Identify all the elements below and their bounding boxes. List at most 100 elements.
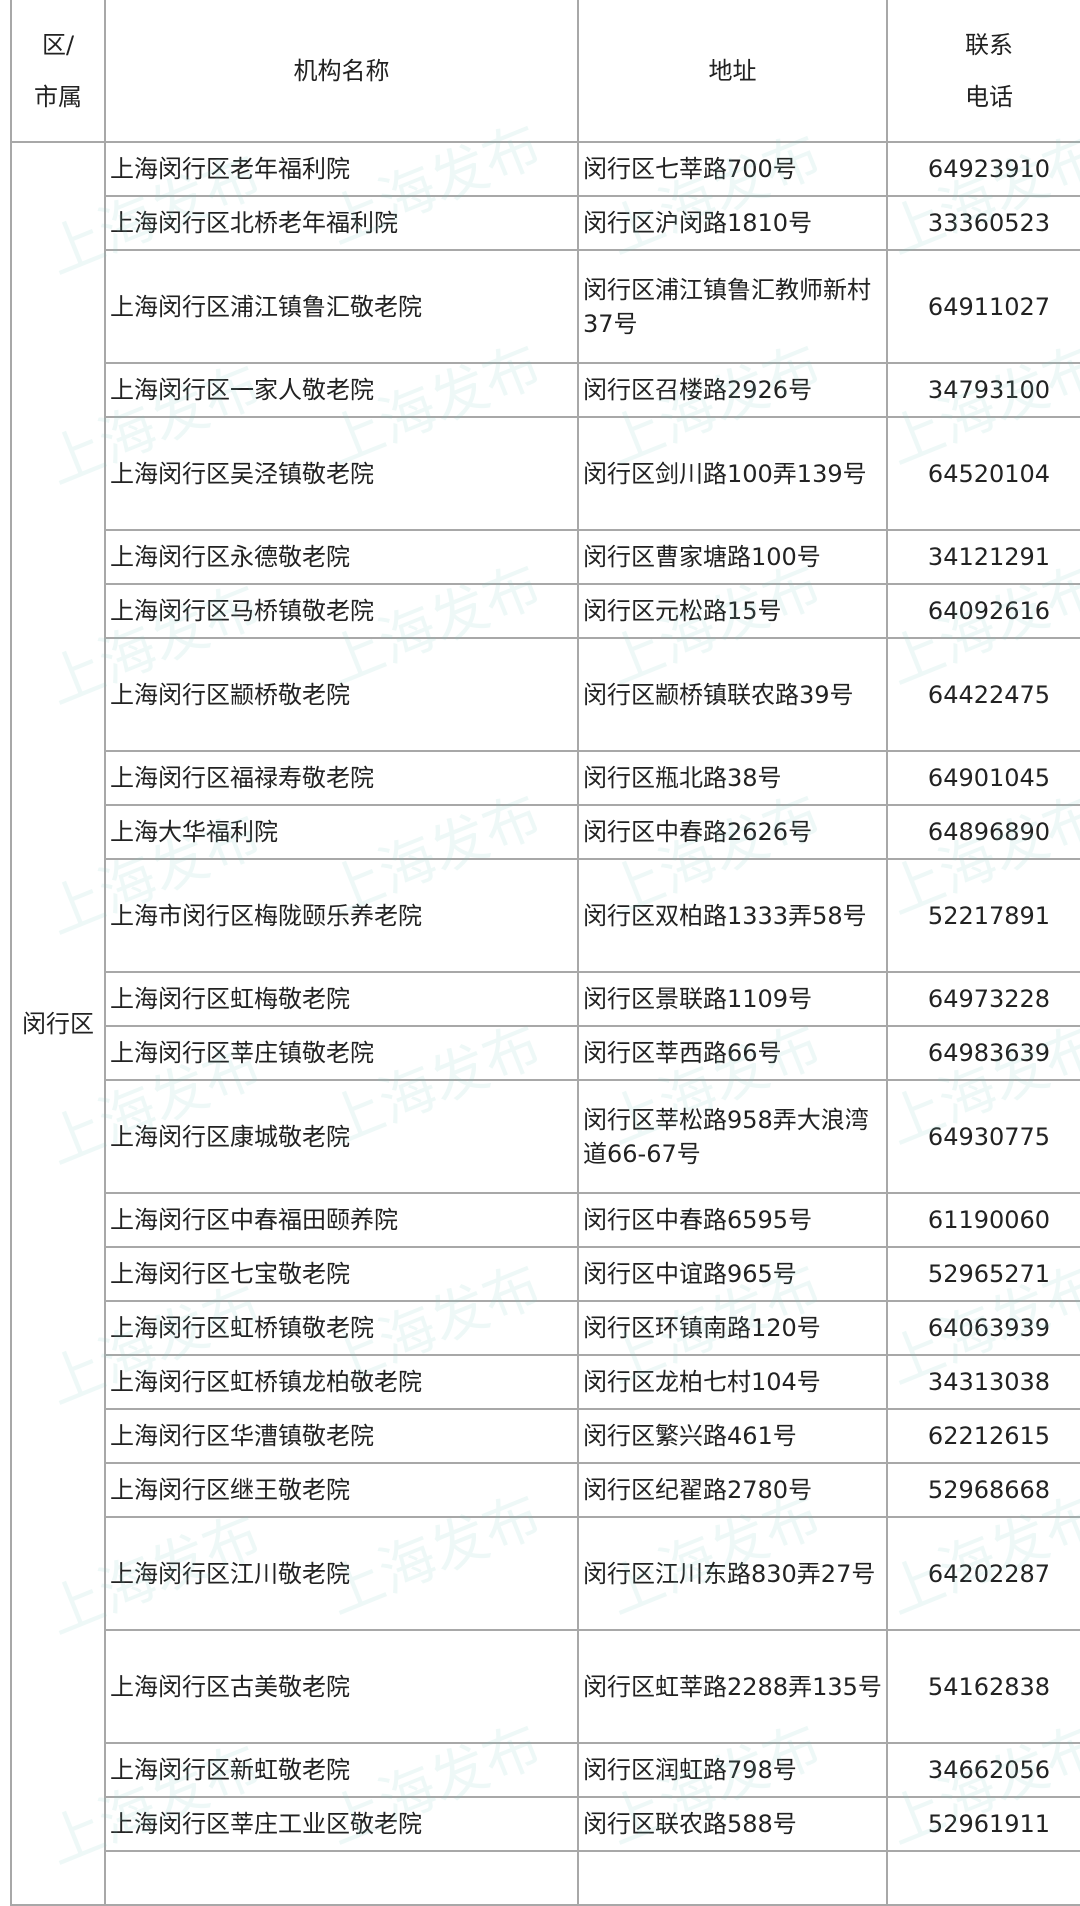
institution-name: 上海闵行区继王敬老院	[104, 1462, 579, 1518]
institution-name: 上海闵行区马桥镇敬老院	[104, 583, 579, 639]
phone: 52961911	[886, 1796, 1080, 1852]
institution-name: 上海闵行区莘庄工业区敬老院	[104, 1796, 579, 1852]
phone: 34662056	[886, 1742, 1080, 1798]
address: 闵行区沪闵路1810号	[577, 195, 888, 251]
address: 闵行区莘西路66号	[577, 1025, 888, 1081]
table-row: 上海闵行区继王敬老院 闵行区纪翟路2780号 52968668	[11, 1462, 1080, 1518]
phone: 64911027	[886, 249, 1080, 364]
institution-name: 上海闵行区新虹敬老院	[104, 1742, 579, 1798]
header-district: 区/ 市属	[10, 0, 106, 143]
address: 闵行区颛桥镇联农路39号	[577, 637, 888, 752]
phone: 64973228	[886, 971, 1080, 1027]
table-row: 上海闵行区一家人敬老院 闵行区召楼路2926号 34793100	[11, 362, 1080, 418]
address: 闵行区江川东路830弄27号	[577, 1516, 888, 1631]
institution-name: 上海闵行区古美敬老院	[104, 1629, 579, 1744]
phone: 34793100	[886, 362, 1080, 418]
table-row: 闵行区 上海闵行区老年福利院 闵行区七莘路700号 64923910	[10, 141, 1080, 1906]
address: 闵行区虹莘路2288弄135号	[577, 1629, 888, 1744]
phone: 64901045	[886, 750, 1080, 806]
institution-name: 上海闵行区永德敬老院	[104, 529, 579, 585]
table-row: 上海闵行区中春福田颐养院 闵行区中春路6595号 61190060	[11, 1192, 1080, 1248]
table-row: 上海闵行区江川敬老院 闵行区江川东路830弄27号 64202287	[11, 1516, 1080, 1631]
table-row: 上海闵行区福禄寿敬老院 闵行区瓶北路38号 64901045	[11, 750, 1080, 806]
institution-name: 上海闵行区康城敬老院	[104, 1079, 579, 1194]
phone: 64923910	[886, 141, 1080, 197]
institution-name: 上海大华福利院	[104, 804, 579, 860]
phone: 52968668	[886, 1462, 1080, 1518]
table-row: 上海闵行区虹桥镇敬老院 闵行区环镇南路120号 64063939	[11, 1300, 1080, 1356]
header-address: 地址	[577, 0, 888, 143]
phone: 64092616	[886, 583, 1080, 639]
phone: 61190060	[886, 1192, 1080, 1248]
address: 闵行区中谊路965号	[577, 1246, 888, 1302]
institution-name: 上海闵行区老年福利院	[104, 141, 579, 197]
table-row: 上海市闵行区梅陇颐乐养老院 闵行区双柏路1333弄58号 52217891	[11, 858, 1080, 973]
address: 闵行区曹家塘路100号	[577, 529, 888, 585]
phone: 34121291	[886, 529, 1080, 585]
institution-name: 上海闵行区福禄寿敬老院	[104, 750, 579, 806]
header-row: 区/ 市属 机构名称 地址 联系 电话	[10, 0, 1080, 143]
institution-name: 上海闵行区中春福田颐养院	[104, 1192, 579, 1248]
table-row: 上海闵行区莘庄镇敬老院 闵行区莘西路66号 64983639	[11, 1025, 1080, 1081]
address: 闵行区七莘路700号	[577, 141, 888, 197]
phone: 64202287	[886, 1516, 1080, 1631]
table-row: 上海闵行区古美敬老院 闵行区虹莘路2288弄135号 54162838	[11, 1629, 1080, 1744]
address: 闵行区繁兴路461号	[577, 1408, 888, 1464]
institution-name: 上海闵行区七宝敬老院	[104, 1246, 579, 1302]
institution-name: 上海闵行区颛桥敬老院	[104, 637, 579, 752]
address: 闵行区浦江镇鲁汇教师新村37号	[577, 249, 888, 364]
table-row: 上海闵行区虹桥镇龙柏敬老院 闵行区龙柏七村104号 34313038	[11, 1354, 1080, 1410]
address: 闵行区莘松路958弄大浪湾道66-67号	[577, 1079, 888, 1194]
institution-name: 上海闵行区华漕镇敬老院	[104, 1408, 579, 1464]
table-row: 上海闵行区虹梅敬老院 闵行区景联路1109号 64973228	[11, 971, 1080, 1027]
phone: 34313038	[886, 1354, 1080, 1410]
institution-name: 上海市闵行区梅陇颐乐养老院	[104, 858, 579, 973]
table-row: 上海闵行区七宝敬老院 闵行区中谊路965号 52965271	[11, 1246, 1080, 1302]
institution-name: 上海闵行区一家人敬老院	[104, 362, 579, 418]
institution-name: 上海闵行区江川敬老院	[104, 1516, 579, 1631]
district-cell: 闵行区	[10, 141, 106, 1906]
phone: 54162838	[886, 1629, 1080, 1744]
address: 闵行区瓶北路38号	[577, 750, 888, 806]
address: 闵行区联农路588号	[577, 1796, 888, 1852]
phone: 64983639	[886, 1025, 1080, 1081]
phone: 52217891	[886, 858, 1080, 973]
phone: 64063939	[886, 1300, 1080, 1356]
table-row: 上海闵行区莘庄工业区敬老院 闵行区联农路588号 52961911	[11, 1796, 1080, 1852]
address: 闵行区中春路2626号	[577, 804, 888, 860]
address: 闵行区景联路1109号	[577, 971, 888, 1027]
address: 闵行区召楼路2926号	[577, 362, 888, 418]
empty-cell	[886, 1850, 1080, 1906]
table-row: 上海大华福利院 闵行区中春路2626号 64896890	[11, 804, 1080, 860]
table-row: 上海闵行区新虹敬老院 闵行区润虹路798号 34662056	[11, 1742, 1080, 1798]
phone: 64422475	[886, 637, 1080, 752]
address: 闵行区剑川路100弄139号	[577, 416, 888, 531]
address: 闵行区环镇南路120号	[577, 1300, 888, 1356]
table-row: 上海闵行区颛桥敬老院 闵行区颛桥镇联农路39号 64422475	[11, 637, 1080, 752]
address: 闵行区元松路15号	[577, 583, 888, 639]
table-row: 上海闵行区康城敬老院 闵行区莘松路958弄大浪湾道66-67号 64930775	[11, 1079, 1080, 1194]
phone: 64896890	[886, 804, 1080, 860]
address: 闵行区纪翟路2780号	[577, 1462, 888, 1518]
table-row: 上海闵行区浦江镇鲁汇敬老院 闵行区浦江镇鲁汇教师新村37号 64911027	[11, 249, 1080, 364]
institution-name: 上海闵行区虹桥镇龙柏敬老院	[104, 1354, 579, 1410]
header-name: 机构名称	[104, 0, 579, 143]
table-row: 上海闵行区吴泾镇敬老院 闵行区剑川路100弄139号 64520104	[11, 416, 1080, 531]
institution-name: 上海闵行区浦江镇鲁汇敬老院	[104, 249, 579, 364]
address: 闵行区中春路6595号	[577, 1192, 888, 1248]
header-phone: 联系 电话	[886, 0, 1080, 143]
phone: 62212615	[886, 1408, 1080, 1464]
table-row: 上海闵行区北桥老年福利院 闵行区沪闵路1810号 33360523	[11, 195, 1080, 251]
table-row: 上海闵行区马桥镇敬老院 闵行区元松路15号 64092616	[11, 583, 1080, 639]
institution-name: 上海闵行区虹桥镇敬老院	[104, 1300, 579, 1356]
phone: 64930775	[886, 1079, 1080, 1194]
elderly-care-table: 区/ 市属 机构名称 地址 联系 电话 闵行区 上海闵行区老年福利院 闵行区七莘路7…	[10, 0, 1080, 1906]
table-row: 上海闵行区华漕镇敬老院 闵行区繁兴路461号 62212615	[11, 1408, 1080, 1464]
institution-name: 上海闵行区莘庄镇敬老院	[104, 1025, 579, 1081]
institution-name: 上海闵行区北桥老年福利院	[104, 195, 579, 251]
phone: 52965271	[886, 1246, 1080, 1302]
empty-cell	[104, 1850, 579, 1906]
address: 闵行区双柏路1333弄58号	[577, 858, 888, 973]
phone: 33360523	[886, 195, 1080, 251]
address: 闵行区龙柏七村104号	[577, 1354, 888, 1410]
